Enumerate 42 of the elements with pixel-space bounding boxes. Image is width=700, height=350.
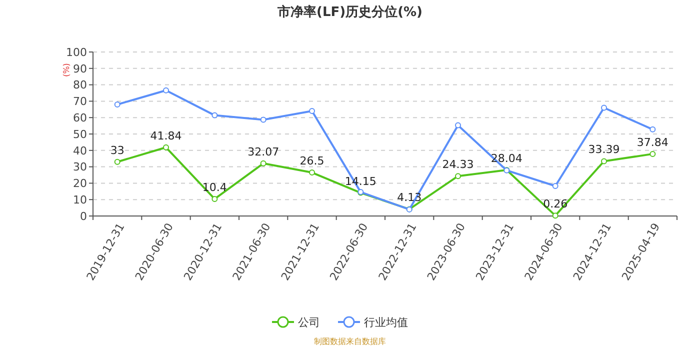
point: [260, 116, 266, 123]
point: [212, 196, 218, 202]
point: [212, 112, 218, 118]
chart-title: 市净率(LF)历史分位(%): [276, 4, 422, 20]
y-tick-label: 10: [73, 193, 87, 206]
point: [650, 126, 656, 132]
y-tick-label: 0: [80, 210, 87, 223]
point: [114, 101, 120, 108]
point: [163, 144, 169, 150]
legend-label: 行业均值: [364, 316, 408, 329]
data-label: 10.4: [202, 180, 227, 194]
point: [163, 87, 169, 94]
y-tick-label: 40: [73, 144, 87, 158]
y-tick-label: 100: [66, 46, 87, 59]
point: [552, 182, 558, 189]
data-label: 24.33: [442, 158, 474, 172]
y-axis-title: (%): [62, 63, 71, 77]
text: 制图数据来自数据库: [314, 337, 386, 346]
point: [114, 158, 120, 165]
y-tick-label: 20: [73, 177, 87, 190]
legend-label: 公司: [298, 316, 320, 329]
point: [650, 150, 656, 157]
y-tick-label: 50: [73, 128, 87, 141]
point: [455, 173, 461, 180]
point: [260, 160, 266, 166]
point: [601, 104, 607, 111]
data-label: 33.39: [588, 143, 620, 156]
y-tick-label: 60: [73, 111, 87, 124]
data-label: 37.84: [636, 136, 668, 149]
point: [309, 170, 315, 176]
point: [455, 122, 461, 128]
data-label: 32.07: [248, 145, 280, 158]
data-label: 41.84: [150, 129, 182, 142]
data-label: 26.5: [300, 154, 324, 168]
y-tick-label: 70: [73, 95, 87, 108]
data-label: 33: [110, 144, 124, 157]
point: [552, 212, 558, 219]
point: [309, 108, 315, 114]
point: [601, 158, 607, 164]
y-tick-label: 30: [73, 160, 87, 174]
y-tick-label: 90: [73, 62, 87, 76]
y-tick-label: 80: [73, 78, 87, 92]
